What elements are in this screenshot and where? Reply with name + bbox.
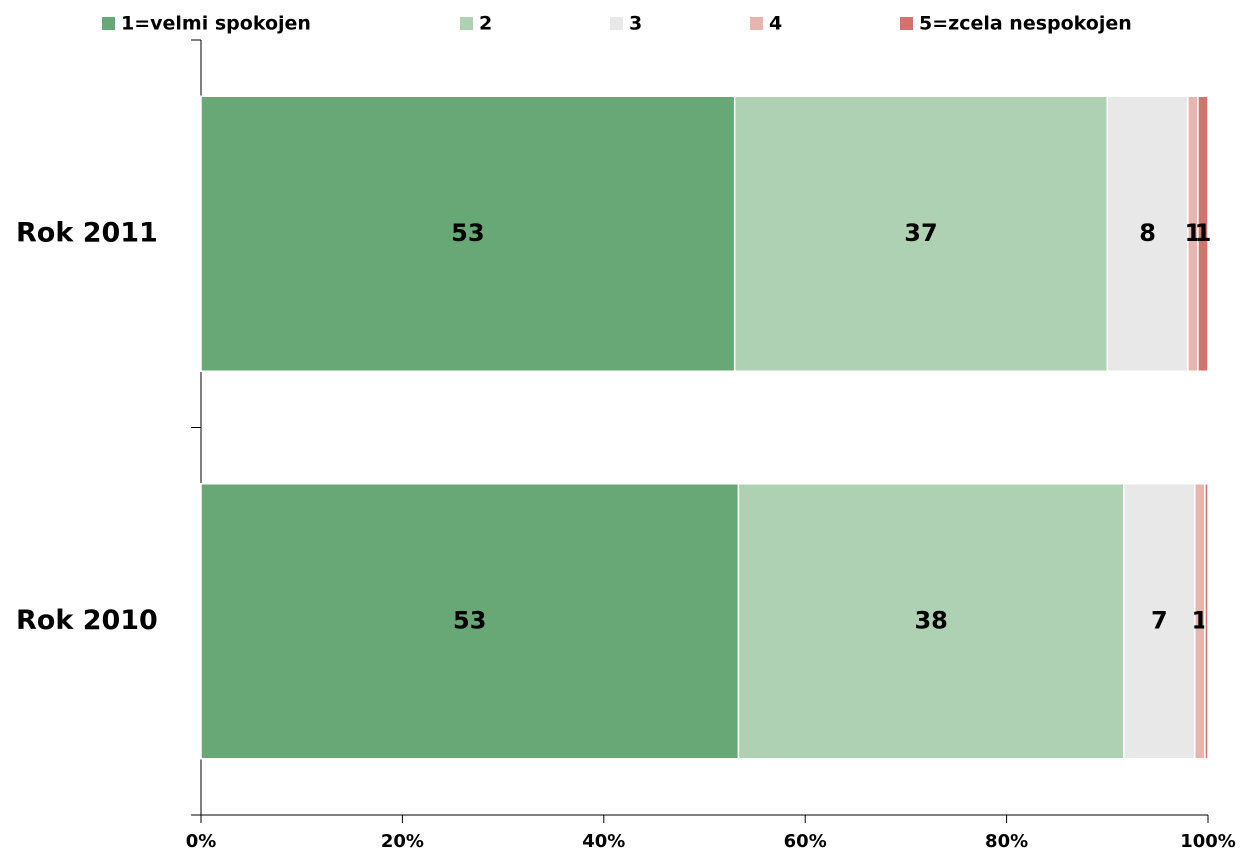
- category-label: Rok 2010: [16, 605, 158, 636]
- legend-swatch: [900, 17, 913, 30]
- x-tick-label: 80%: [985, 831, 1028, 852]
- data-label: 1: [1192, 606, 1209, 634]
- bar-segment: [200, 95, 736, 372]
- x-tick-label: 60%: [784, 831, 827, 852]
- legend-label: 2: [479, 13, 492, 35]
- x-tick-label: 40%: [582, 831, 625, 852]
- legend-label: 3: [629, 13, 642, 35]
- x-tick-label: 20%: [381, 831, 424, 852]
- data-label: 38: [914, 606, 947, 634]
- legend-label: 1=velmi spokojen: [121, 13, 311, 35]
- bar-segment: [1204, 483, 1209, 760]
- data-label: 8: [1139, 219, 1156, 247]
- data-label: 53: [451, 219, 484, 247]
- bar-segment: [200, 483, 740, 760]
- bar-segment: [1197, 95, 1209, 372]
- x-tick-label: 100%: [1180, 831, 1236, 852]
- legend-label: 4: [769, 13, 782, 35]
- data-label: 1: [1195, 219, 1212, 247]
- data-label: 7: [1151, 606, 1168, 634]
- legend-swatch: [102, 17, 115, 30]
- bar-segment: [1106, 95, 1189, 372]
- category-label: Rok 2011: [16, 217, 158, 248]
- bar-segment: [737, 483, 1125, 760]
- legend-swatch: [750, 17, 763, 30]
- legend-swatch: [460, 17, 473, 30]
- x-tick-label: 0%: [186, 831, 217, 852]
- data-label: 53: [453, 606, 486, 634]
- data-label: 37: [904, 219, 937, 247]
- legend-swatch: [610, 17, 623, 30]
- legend-label: 5=zcela nespokojen: [919, 13, 1132, 35]
- bar-segment: [733, 95, 1109, 372]
- data-label: 1: [1185, 219, 1202, 247]
- bar-segment: [1123, 483, 1196, 760]
